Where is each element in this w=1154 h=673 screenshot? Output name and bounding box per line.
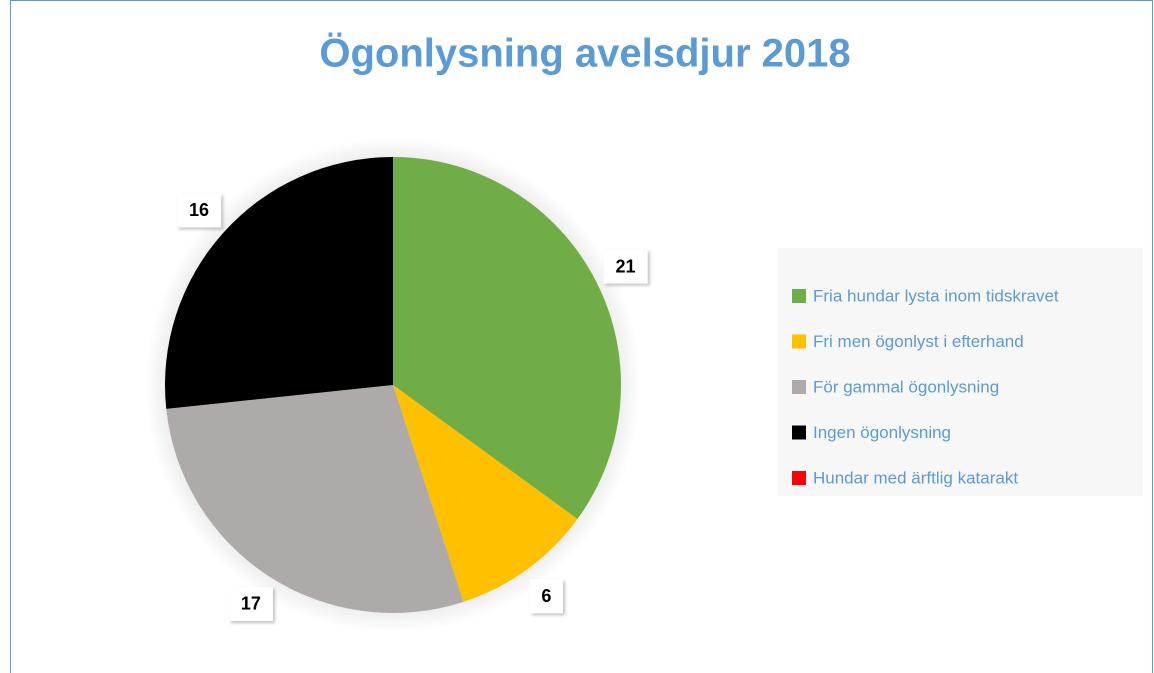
data-label: 21 [616,256,636,276]
legend [778,248,1143,496]
pie-slice [166,385,464,613]
pie-slice [165,157,393,409]
data-label-box [529,579,563,614]
data-label-box [177,193,222,228]
data-label: 6 [541,586,551,606]
legend-label: Hundar med ärftlig katarakt [813,468,1018,487]
legend-label: Fria hundar lysta inom tidskravet [813,286,1059,305]
legend-label: För gammal ögonlysning [813,377,999,396]
legend-swatch [792,380,806,394]
data-label: 16 [189,200,209,220]
legend-swatch [792,334,806,349]
pie-slice [393,157,621,520]
legend-label: Fri men ögonlyst i efterhand [813,332,1024,351]
legend-swatch [792,289,806,303]
chart-frame [10,0,1153,673]
data-label: 17 [241,594,261,614]
legend-label: Ingen ögonlysning [813,423,951,442]
legend-swatch [792,471,806,485]
legend-swatch [792,425,806,440]
chart-title: Ögonlysning avelsdjur 2018 [319,31,850,76]
pie-slice [393,385,578,602]
data-label-box [228,586,273,621]
data-label-box [603,249,648,284]
